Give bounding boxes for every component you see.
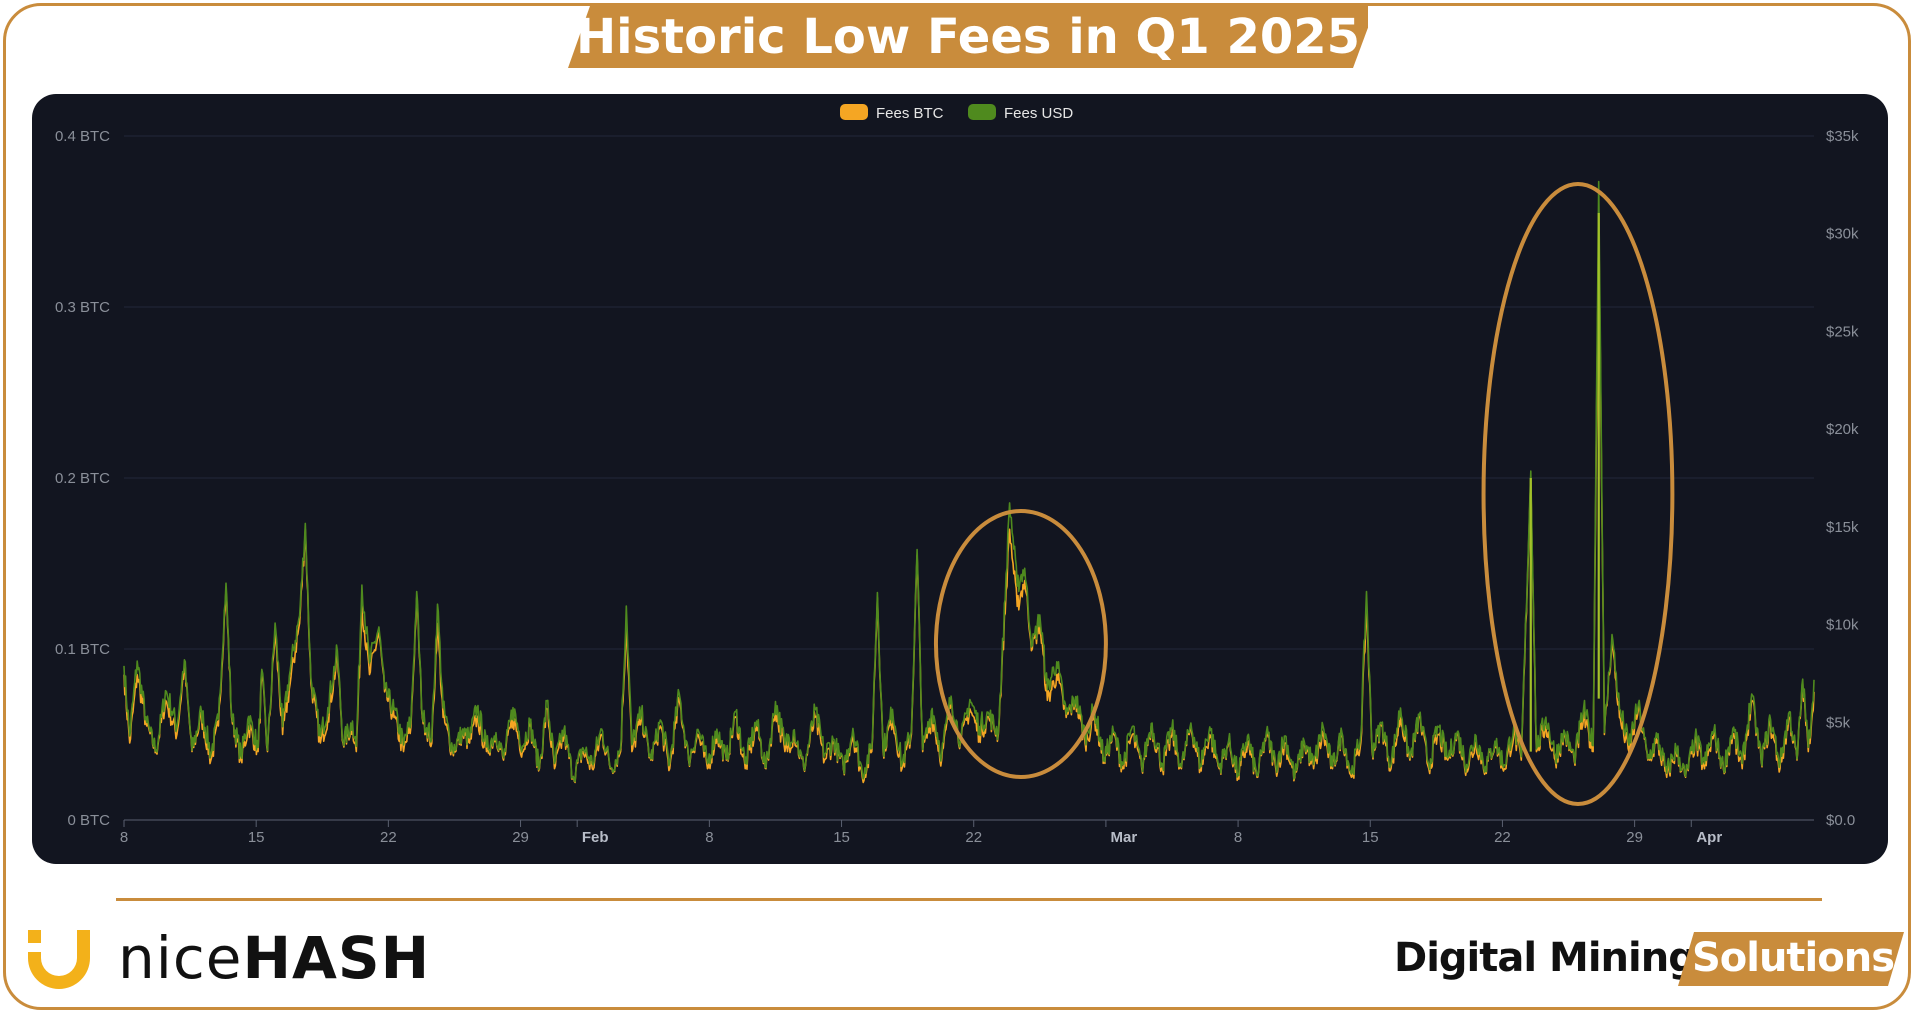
fees-chart: 0 BTC 0.1 BTC 0.2 BTC 0.3 BTC 0.4 BTC $0.0 $5k… — [55, 104, 1859, 846]
nicehash-logo-icon — [28, 930, 90, 989]
series-line-fees-btc — [123, 212, 1815, 784]
footer-divider — [116, 898, 1822, 901]
legend-label: Fees BTC — [876, 105, 944, 122]
dms-digital-text: Digital Mining — [1394, 935, 1697, 981]
dms-solutions-text: Solutions — [1691, 935, 1895, 981]
annotation-ellipse — [1481, 182, 1675, 806]
annotation-ellipse — [933, 509, 1108, 779]
y-left-tick-label: 0.4 BTC — [55, 128, 110, 145]
x-tick-label: Apr — [1696, 829, 1722, 846]
dms-solutions-tag — [1678, 932, 1904, 986]
y-right-tick-label: $15k — [1826, 519, 1859, 536]
x-tick-label: 15 — [1362, 829, 1379, 846]
nicehash-wordmark-light: nice — [118, 924, 243, 992]
x-tick-label: 15 — [833, 829, 850, 846]
y-left-tick-label: 0.1 BTC — [55, 641, 110, 658]
x-tick-label: 8 — [705, 829, 713, 846]
x-tick-label: 22 — [965, 829, 982, 846]
x-tick-label: 29 — [512, 829, 529, 846]
x-tick-label: 29 — [1626, 829, 1643, 846]
title-banner: Historic Low Fees in Q1 2025 — [568, 2, 1368, 72]
y-right-tick-label: $0.0 — [1826, 812, 1855, 829]
nicehash-wordmark: niceHASH — [118, 926, 430, 990]
y-left-tick-label: 0.3 BTC — [55, 299, 110, 316]
x-tick-label: 8 — [1234, 829, 1242, 846]
x-tick-label: 15 — [248, 829, 265, 846]
x-tick-label: 8 — [120, 829, 128, 846]
x-tick-label: Feb — [582, 829, 609, 846]
series-line-fees-usd — [123, 180, 1815, 783]
x-tick-label: 22 — [1494, 829, 1511, 846]
y-right-tick-label: $30k — [1826, 226, 1859, 243]
page-title: Historic Low Fees in Q1 2025 — [575, 9, 1361, 65]
page-frame — [3, 3, 1911, 1010]
y-right-tick-label: $5k — [1826, 714, 1851, 731]
y-left-tick-label: 0.2 BTC — [55, 470, 110, 487]
y-right-tick-label: $35k — [1826, 128, 1859, 145]
chart-panel: 0 BTC 0.1 BTC 0.2 BTC 0.3 BTC 0.4 BTC $0.0 $5k… — [32, 94, 1888, 864]
x-tick-label: Mar — [1111, 829, 1138, 846]
title-banner-shape — [568, 6, 1368, 68]
legend-label: Fees USD — [1004, 105, 1073, 122]
nicehash-wordmark-bold: HASH — [242, 924, 431, 992]
legend-swatch — [968, 104, 996, 120]
x-tick-label: 22 — [380, 829, 397, 846]
legend-swatch — [840, 104, 868, 120]
digital-mining-solutions-logo: Digital Mining Solutions — [1390, 920, 1910, 996]
y-right-tick-label: $10k — [1826, 617, 1859, 634]
y-left-tick-label: 0 BTC — [67, 812, 110, 829]
y-right-tick-label: $20k — [1826, 421, 1859, 438]
y-right-tick-label: $25k — [1826, 323, 1859, 340]
nicehash-logo: niceHASH — [26, 922, 446, 996]
